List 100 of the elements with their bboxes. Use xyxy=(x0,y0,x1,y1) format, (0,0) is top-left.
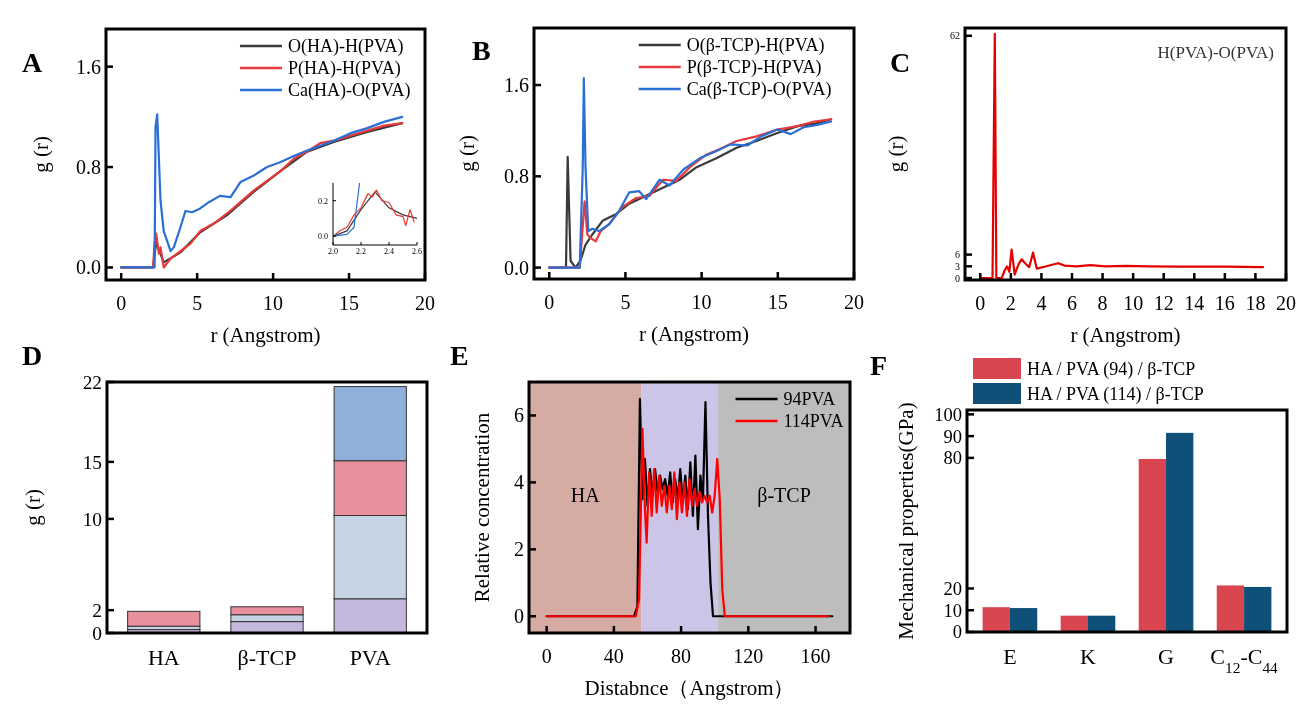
y-tick-label: 90 xyxy=(943,426,962,447)
y-tick-label: 1.6 xyxy=(504,74,529,97)
x-tick-label: HA xyxy=(147,645,180,670)
x-tick-label: 16 xyxy=(1214,292,1235,314)
y-tick-label: 2 xyxy=(514,538,524,561)
x-tick-label: 2 xyxy=(1005,292,1016,314)
x-tick-label: PVA xyxy=(349,645,391,670)
y-tick-label: 0 xyxy=(514,605,524,628)
x-tick-label: 10 xyxy=(263,292,284,314)
x-tick-label: 2.4 xyxy=(384,247,394,256)
legend-label: P(β-TCP)-H(PVA) xyxy=(686,57,822,79)
x-tick-label: 10 xyxy=(691,291,712,313)
x-tick-label: G xyxy=(1158,644,1175,669)
bar xyxy=(1009,608,1038,632)
x-tick-label: 40 xyxy=(603,645,624,667)
x-tick-label: 2.6 xyxy=(412,247,422,256)
bar xyxy=(1244,586,1272,632)
y-tick-label: 80 xyxy=(943,448,962,469)
x-axis-title: r (Angstrom) xyxy=(638,322,750,346)
y-tick-label: 22 xyxy=(82,371,102,393)
x-tick-label: 160 xyxy=(800,645,831,667)
legend-label: HA / PVA (114) / β-TCP xyxy=(1027,383,1204,405)
y-tick-label: 10 xyxy=(82,508,102,530)
chart-title: D xyxy=(22,340,43,371)
y-tick-label: 20 xyxy=(943,578,962,599)
y-tick-label: 3 xyxy=(955,260,961,272)
line-series xyxy=(333,183,361,237)
y-axis-title: g (r) xyxy=(29,136,53,173)
bar xyxy=(1138,458,1167,632)
x-tick-label: 12 xyxy=(1153,292,1174,314)
x-tick-label: 20 xyxy=(844,291,864,313)
y-tick-label: 0 xyxy=(955,272,961,284)
x-tick-label: K xyxy=(1080,644,1097,669)
legend-label: P(HA)-H(PVA) xyxy=(287,58,401,80)
bar xyxy=(1166,432,1194,632)
x-tick-label: 5 xyxy=(620,291,631,313)
x-tick-label: 6 xyxy=(1067,292,1077,314)
x-axis-title: Distabnce（Angstrom） xyxy=(584,676,795,700)
x-tick-label: 4 xyxy=(1036,292,1047,314)
x-tick-label: 0 xyxy=(116,292,127,314)
x-tick-label: 20 xyxy=(415,292,435,314)
chart-title: E xyxy=(450,340,469,371)
legend-label: 94PVA xyxy=(783,389,836,410)
x-tick-label: 120 xyxy=(733,645,764,667)
x-tick-label: E xyxy=(1003,644,1017,669)
legend-label: Ca(β-TCP)-O(PVA) xyxy=(686,79,832,101)
x-tick-label: 80 xyxy=(671,645,692,667)
legend-label: O(β-TCP)-H(PVA) xyxy=(686,35,825,57)
y-tick-label: 0.0 xyxy=(76,256,101,279)
band-label: HA xyxy=(570,484,601,507)
bar xyxy=(1216,585,1245,632)
y-axis-title: g (r) xyxy=(884,135,908,173)
bar xyxy=(127,610,201,627)
x-tick-label: 20 xyxy=(1276,292,1296,314)
x-tick-label: 0 xyxy=(541,645,552,667)
legend-label: O(HA)-H(PVA) xyxy=(287,36,404,58)
text: A xyxy=(22,47,43,78)
y-tick-label: 0.0 xyxy=(504,256,529,279)
band-label: β-TCP xyxy=(757,484,811,508)
y-axis-title: Relative concentration xyxy=(470,412,494,603)
bar xyxy=(1060,615,1088,632)
x-axis-title: r (Angstrom) xyxy=(210,323,321,347)
y-tick-label: 4 xyxy=(514,471,524,494)
x-tick-label: 2.0 xyxy=(328,247,338,256)
x-tick-label: 0 xyxy=(975,292,986,314)
text: C xyxy=(890,47,911,78)
legend-label: 114PVA xyxy=(783,411,844,432)
x-tick-label: 0 xyxy=(544,291,555,313)
y-tick-label: 0.8 xyxy=(76,156,101,179)
legend-label: Ca(HA)-O(PVA) xyxy=(287,80,411,102)
chart-title: F xyxy=(870,350,888,381)
y-tick-label: 6 xyxy=(514,404,524,427)
y-tick-label: 62 xyxy=(950,30,961,42)
y-tick-label: 15 xyxy=(82,451,102,473)
y-tick-label: 10 xyxy=(943,600,962,621)
annotation: H(PVA)-O(PVA) xyxy=(1157,43,1274,62)
x-tick-label: 2.2 xyxy=(356,247,366,256)
y-tick-label: 0 xyxy=(92,622,102,644)
legend-label: HA / PVA (94) / β-TCP xyxy=(1027,358,1196,380)
chart-title: B xyxy=(472,35,491,66)
y-tick-label: 2 xyxy=(92,599,102,621)
y-tick-label: 1.6 xyxy=(76,55,101,78)
bar xyxy=(982,607,1010,632)
y-axis-title: g (r) xyxy=(455,135,479,172)
y-tick-label: 0 xyxy=(952,622,962,643)
x-tick-label: 10 xyxy=(1123,292,1144,314)
x-axis-title: r (Angstrom) xyxy=(1070,323,1181,347)
x-tick-label: 18 xyxy=(1245,292,1266,314)
bar xyxy=(1087,615,1116,632)
x-tick-label: C$_{12}$-C$_{44}$ xyxy=(1210,644,1279,676)
line-series xyxy=(548,77,833,269)
y-tick-label: 100 xyxy=(934,404,962,425)
x-tick-label: 5 xyxy=(192,292,203,314)
y-tick-label: 0.8 xyxy=(504,165,529,188)
x-tick-label: 15 xyxy=(767,291,788,313)
x-tick-label: 8 xyxy=(1097,292,1108,314)
y-axis-title: g (r) xyxy=(21,489,45,526)
x-tick-label: 15 xyxy=(339,292,360,314)
y-tick-label: 0.2 xyxy=(318,196,328,206)
y-tick-label: 0.0 xyxy=(318,231,328,241)
